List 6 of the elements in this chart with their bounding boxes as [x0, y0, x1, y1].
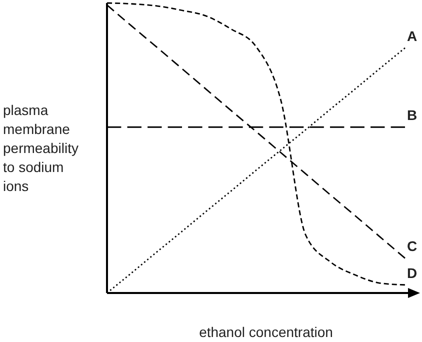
- series-label: A: [407, 28, 418, 44]
- series-label: C: [407, 238, 418, 254]
- x-axis-title: ethanol concentration: [199, 324, 333, 340]
- series-label: B: [407, 107, 418, 124]
- series-label: D: [407, 264, 418, 281]
- y-axis-title: plasma membrane permeability to sodium ions: [3, 102, 78, 194]
